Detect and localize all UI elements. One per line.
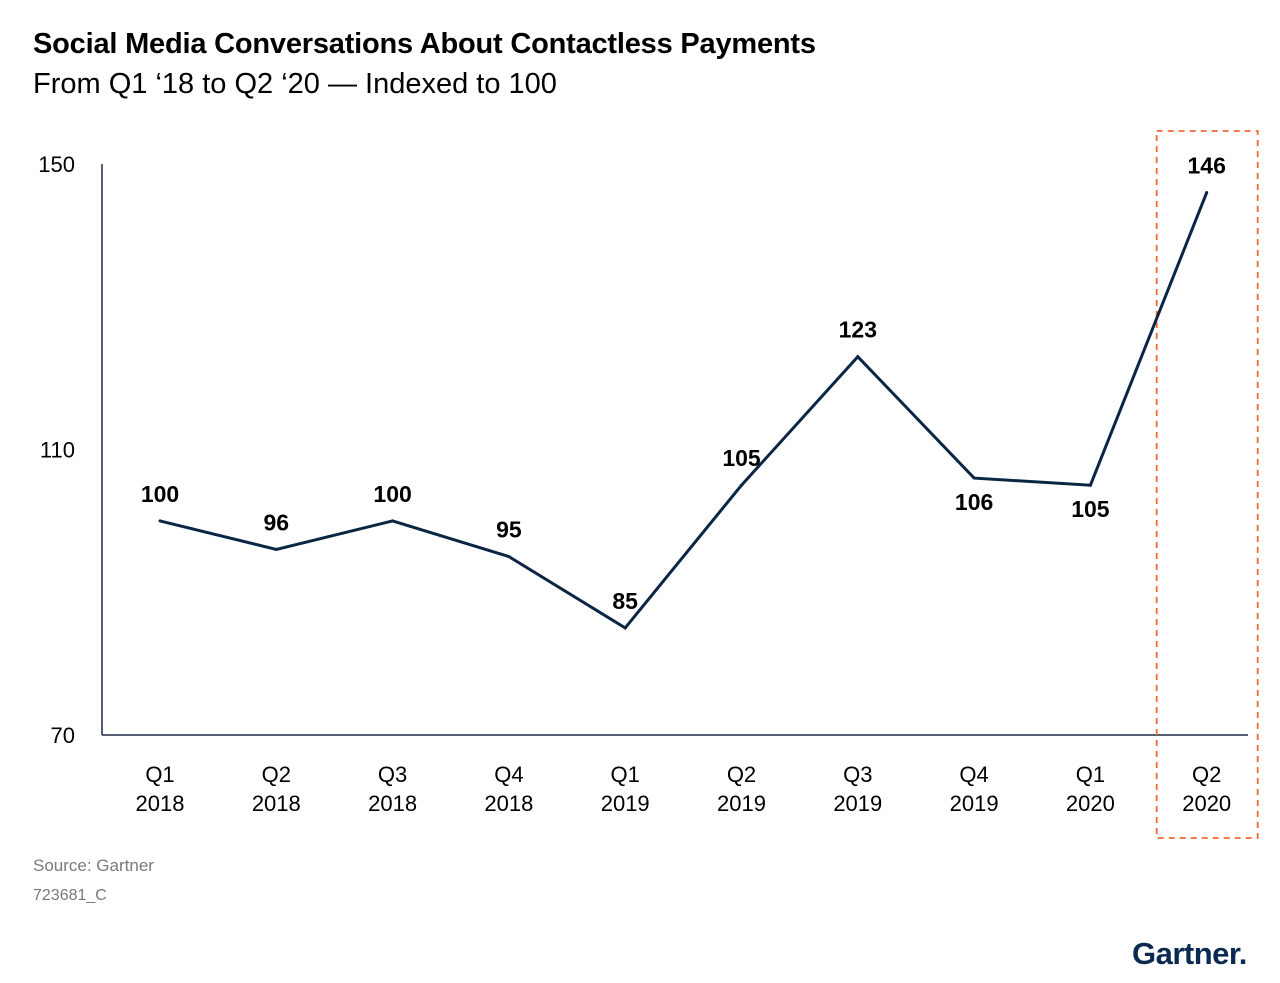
data-label: 123 (839, 317, 877, 343)
x-tick-label: Q2 2018 (252, 762, 301, 816)
data-point (391, 519, 395, 523)
logo-dot: . (1238, 936, 1248, 971)
data-point (623, 626, 627, 630)
x-tick-quarter: Q4 (959, 762, 988, 787)
data-point (1088, 483, 1092, 487)
x-tick-label: Q1 2020 (1066, 762, 1115, 816)
data-point (972, 476, 976, 480)
data-label: 146 (1188, 153, 1226, 179)
x-tick-year: 2019 (950, 791, 999, 816)
x-tick-year: 2019 (717, 791, 766, 816)
x-tick-quarter: Q4 (494, 762, 523, 787)
data-point (507, 555, 511, 559)
x-tick-year: 2020 (1182, 791, 1231, 816)
x-tick-year: 2020 (1066, 791, 1115, 816)
data-label: 106 (955, 489, 993, 515)
data-point (158, 519, 162, 523)
series-line (159, 192, 1209, 630)
x-tick-year: 2018 (252, 791, 301, 816)
x-tick-quarter: Q1 (145, 762, 174, 787)
x-tick-label: Q4 2019 (950, 762, 999, 816)
document-id: 723681_C (33, 887, 107, 904)
x-tick-year: 2019 (833, 791, 882, 816)
x-tick-label: Q3 2018 (368, 762, 417, 816)
x-tick-quarter: Q2 (262, 762, 291, 787)
x-tick-year: 2018 (368, 791, 417, 816)
x-tick-quarter: Q1 (611, 762, 640, 787)
data-label: 100 (141, 481, 179, 507)
data-label: 85 (612, 588, 638, 614)
x-tick-quarter: Q2 (1192, 762, 1221, 787)
x-tick-label: Q1 2019 (601, 762, 650, 816)
x-tick-year: 2018 (136, 791, 185, 816)
x-tick-quarter: Q3 (378, 762, 407, 787)
gartner-logo: Gartner. (1132, 936, 1247, 972)
x-tick-label: Q3 2019 (833, 762, 882, 816)
data-point (740, 483, 743, 487)
x-tick-year: 2019 (601, 791, 650, 816)
data-label: 105 (722, 445, 761, 471)
y-tick-label: 110 (40, 438, 75, 463)
y-tick-label: 70 (51, 723, 75, 748)
data-point (1205, 191, 1209, 195)
x-tick-label: Q4 2018 (484, 762, 533, 816)
data-label: 95 (496, 517, 522, 543)
data-label: 100 (373, 481, 411, 507)
x-tick-label: Q1 2018 (136, 762, 185, 816)
x-tick-quarter: Q3 (843, 762, 872, 787)
data-point (856, 355, 860, 359)
y-tick-label: 150 (38, 152, 75, 177)
x-tick-label: Q2 2019 (717, 762, 766, 816)
chart-subtitle: From Q1 ‘18 to Q2 ‘20 — Indexed to 100 (33, 68, 557, 100)
data-label: 96 (264, 509, 290, 535)
x-tick-quarter: Q2 (727, 762, 756, 787)
data-label: 105 (1071, 496, 1110, 522)
highlight-box (1155, 130, 1259, 839)
x-tick-label: Q2 2020 (1182, 762, 1231, 816)
logo-text: Gartner (1132, 936, 1239, 971)
source-note: Source: Gartner (33, 856, 154, 875)
chart-title: Social Media Conversations About Contact… (33, 28, 816, 60)
x-tick-year: 2018 (484, 791, 533, 816)
x-tick-quarter: Q1 (1076, 762, 1105, 787)
data-point (274, 547, 278, 551)
